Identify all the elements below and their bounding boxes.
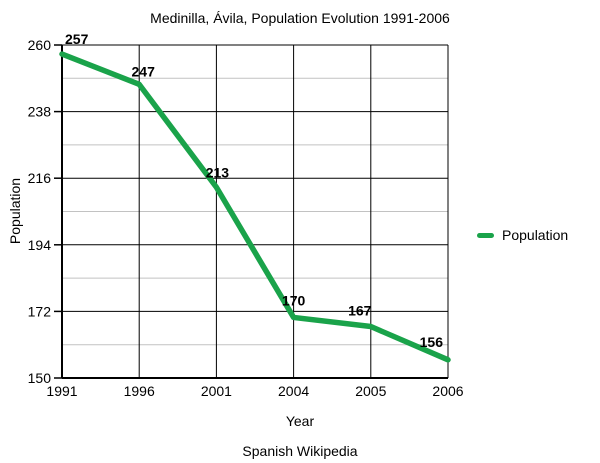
legend-label: Population: [502, 227, 569, 243]
x-tick-label: 2006: [432, 383, 463, 399]
x-tick-label: 2005: [355, 383, 386, 399]
data-label: 167: [348, 303, 372, 319]
y-axis-title: Population: [7, 177, 23, 245]
data-label: 213: [206, 164, 230, 180]
y-tick-label: 238: [28, 104, 52, 120]
x-tick-label: 1996: [124, 383, 155, 399]
legend: Population: [477, 227, 568, 243]
legend-line-marker: [477, 232, 494, 238]
y-tick-label: 172: [28, 303, 52, 319]
chart-title: Medinilla, Ávila, Population Evolution 1…: [150, 10, 450, 26]
data-label: 170: [282, 292, 306, 308]
y-tick-label: 260: [28, 37, 52, 53]
x-axis-title: Year: [285, 413, 315, 429]
x-tick-label: 2001: [201, 383, 232, 399]
x-tick-label: 1991: [46, 383, 77, 399]
source-caption: Spanish Wikipedia: [242, 443, 358, 459]
y-tick-label: 216: [28, 170, 52, 186]
data-label: 247: [132, 63, 156, 79]
population-line: [59, 51, 451, 363]
y-tick-label: 194: [28, 237, 52, 253]
data-label: 257: [65, 31, 89, 47]
y-tick-label: 150: [28, 370, 52, 386]
x-tick-label: 2004: [278, 383, 309, 399]
data-label: 156: [420, 334, 444, 350]
